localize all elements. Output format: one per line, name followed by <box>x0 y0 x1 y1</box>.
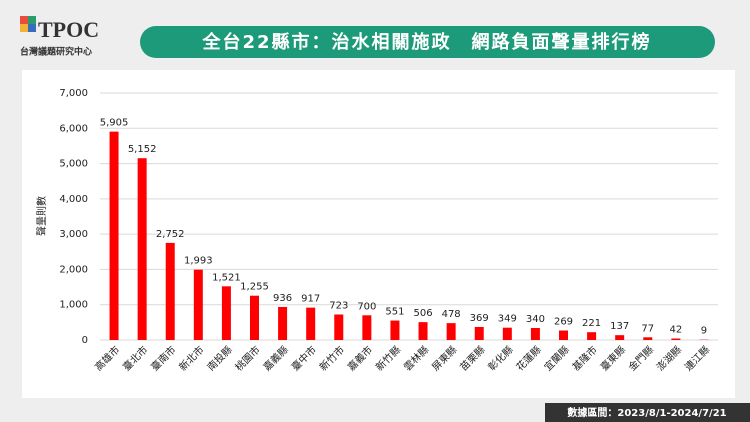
value-label: 1,255 <box>240 282 269 293</box>
value-label: 917 <box>301 294 320 305</box>
y-tick-label: 2,000 <box>59 264 88 275</box>
value-label: 506 <box>413 308 432 319</box>
value-label: 137 <box>610 321 629 332</box>
organization: 台灣議題研究中心 <box>20 46 92 58</box>
value-label: 551 <box>385 307 404 318</box>
logo: TPOC <box>38 17 99 42</box>
bar <box>250 295 259 340</box>
bar <box>418 322 428 340</box>
bar <box>502 327 512 340</box>
y-tick-label: 6,000 <box>59 123 88 134</box>
bar <box>278 306 288 340</box>
bar <box>165 242 175 340</box>
bar <box>474 326 484 340</box>
bar <box>587 332 597 340</box>
y-tick-label: 1,000 <box>59 300 88 311</box>
y-axis-title: 聲量則數 <box>35 196 48 236</box>
bar <box>390 320 400 340</box>
y-tick-label: 4,000 <box>59 194 88 205</box>
chart-title: 全台22縣市：治水相關施政 網路負面聲量排行榜 <box>201 31 651 53</box>
bar <box>193 269 203 340</box>
value-label: 349 <box>498 314 517 325</box>
bar <box>306 307 316 340</box>
value-label: 42 <box>669 325 682 336</box>
bar <box>109 131 119 340</box>
value-label: 936 <box>273 293 292 304</box>
bar <box>334 314 344 340</box>
bar <box>615 335 625 340</box>
value-label: 269 <box>554 317 573 328</box>
footer-bar <box>545 403 750 422</box>
y-tick-label: 5,000 <box>59 159 88 170</box>
value-label: 340 <box>526 314 545 325</box>
value-label: 369 <box>470 313 489 324</box>
bar <box>446 323 456 340</box>
value-label: 9 <box>701 326 707 337</box>
value-label: 700 <box>357 301 376 312</box>
bar <box>221 286 231 340</box>
logo-icon <box>20 16 36 32</box>
value-label: 5,905 <box>100 118 129 129</box>
y-tick-label: 3,000 <box>59 229 88 240</box>
bar <box>137 158 147 340</box>
title-banner <box>140 26 715 58</box>
value-label: 5,152 <box>128 144 157 155</box>
y-tick-label: 0 <box>82 335 88 346</box>
value-label: 221 <box>582 318 601 329</box>
value-label: 723 <box>329 300 348 311</box>
value-label: 1,521 <box>212 272 241 283</box>
bar <box>530 328 540 340</box>
y-tick-label: 7,000 <box>59 88 88 99</box>
bar <box>671 338 681 340</box>
footer: 數據區間：2023/8/1-2024/7/21 <box>567 406 726 419</box>
value-label: 77 <box>641 323 654 334</box>
bar <box>362 315 372 340</box>
value-label: 2,752 <box>156 229 185 240</box>
bar <box>559 330 568 340</box>
value-label: 1,993 <box>184 256 213 267</box>
value-label: 478 <box>442 309 461 320</box>
bar <box>643 337 653 340</box>
